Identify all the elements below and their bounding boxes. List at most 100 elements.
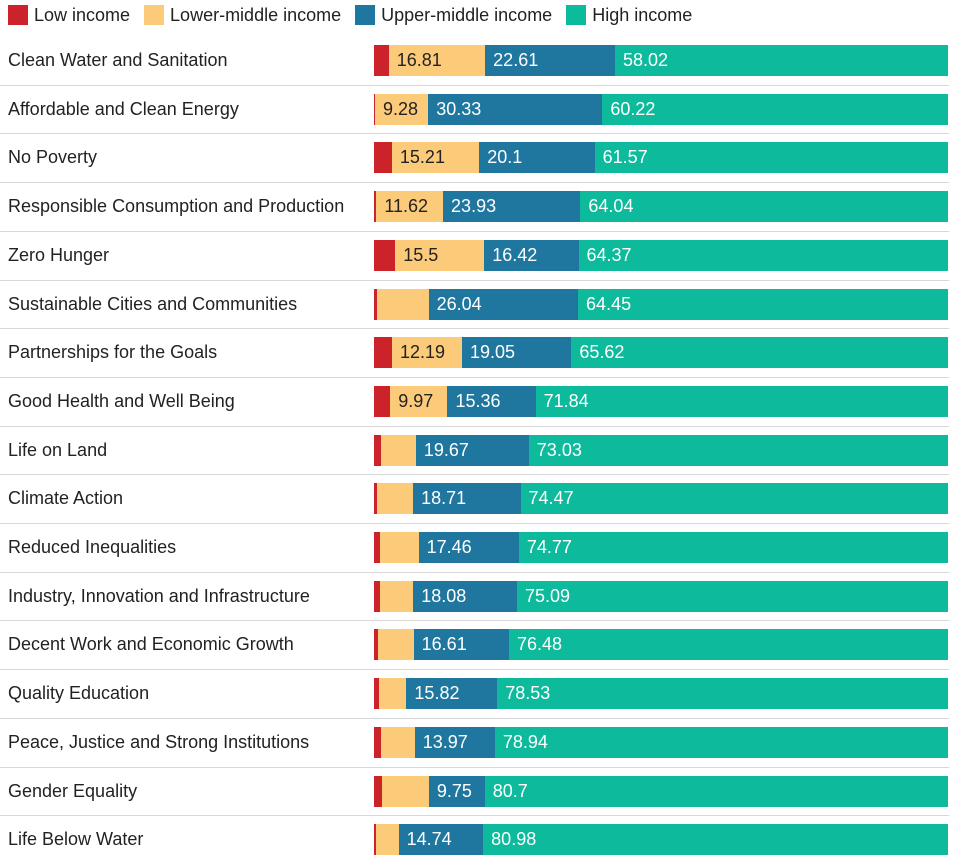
bar-segment-upper-middle-income bbox=[479, 142, 595, 174]
legend-label: Lower-middle income bbox=[170, 4, 342, 25]
bar-segment-high-income bbox=[528, 434, 948, 466]
category-label: Affordable and Clean Energy bbox=[8, 98, 239, 119]
data-label: 74.77 bbox=[526, 537, 572, 557]
data-label: 18.71 bbox=[421, 488, 467, 509]
row-divider bbox=[0, 376, 949, 378]
data-label: 61.57 bbox=[602, 147, 648, 168]
data-label: 9.97 bbox=[398, 390, 434, 411]
data-label: 14.74 bbox=[406, 829, 452, 850]
data-label: 15.21 bbox=[399, 147, 445, 168]
bar-segment-lower-middle-income bbox=[376, 191, 444, 223]
data-label: 15.36 bbox=[455, 390, 501, 411]
stacked-bar: 9.75 80.7 bbox=[374, 775, 948, 807]
data-label: 80.98 bbox=[491, 829, 537, 850]
data-label: 23.93 bbox=[451, 196, 497, 217]
category-label: Climate Action bbox=[8, 488, 124, 509]
bar-segment-high-income bbox=[494, 726, 948, 758]
data-label: 13.97 bbox=[422, 731, 468, 752]
data-label: 16.42 bbox=[492, 244, 538, 265]
bar-segment-lower-middle-income bbox=[391, 142, 480, 174]
category-label: Gender Equality bbox=[8, 780, 138, 801]
bar-segment-upper-middle-income bbox=[406, 678, 498, 710]
row-divider bbox=[0, 766, 949, 768]
row-divider bbox=[0, 84, 949, 86]
chart-row: Industry, Innovation and Infrastructure 1… bbox=[0, 571, 957, 621]
bar-segment-lower-middle-income bbox=[376, 824, 399, 856]
bar-segment-low-income bbox=[374, 191, 377, 223]
stacked-bar: 18.08 75.09 bbox=[374, 580, 948, 612]
bar-segment-high-income bbox=[594, 142, 948, 174]
data-label: 58.02 bbox=[622, 50, 668, 70]
bar-segment-upper-middle-income bbox=[461, 337, 572, 369]
stacked-bar: 18.71 74.47 bbox=[374, 483, 948, 515]
row-divider bbox=[0, 328, 949, 330]
bar-segment-high-income bbox=[602, 93, 948, 125]
data-label: 71.84 bbox=[543, 390, 589, 411]
stacked-bar: 17.46 74.77 bbox=[374, 532, 948, 563]
row-divider bbox=[0, 474, 949, 476]
row-divider bbox=[0, 815, 949, 817]
row-divider bbox=[0, 425, 949, 427]
stacked-bar: 12.19 19.05 65.62 bbox=[374, 337, 948, 369]
bar-segment-high-income bbox=[614, 45, 948, 76]
category-label: Partnerships for the Goals bbox=[8, 342, 218, 363]
bar-segment-low-income bbox=[374, 678, 380, 710]
bar-segment-upper-middle-income bbox=[415, 434, 529, 466]
bar-segment-lower-middle-income bbox=[388, 45, 486, 76]
row-divider bbox=[0, 279, 949, 281]
chart-row: Partnerships for the Goals 12.19 19.05 65.6… bbox=[0, 328, 957, 377]
bar-segment-low-income bbox=[374, 288, 378, 320]
data-label: 64.45 bbox=[586, 293, 632, 314]
category-label: Sustainable Cities and Communities bbox=[8, 293, 298, 314]
chart-row: Life on Land 19.67 73.03 bbox=[0, 425, 957, 475]
legend-swatch bbox=[144, 5, 165, 25]
chart-row: Responsible Consumption and Production 11… bbox=[0, 182, 957, 231]
row-divider bbox=[0, 620, 949, 622]
bar-segment-high-income bbox=[578, 288, 948, 320]
legend-swatch bbox=[566, 5, 587, 25]
bar-segment-low-income bbox=[374, 824, 377, 856]
category-label: Zero Hunger bbox=[8, 244, 110, 265]
stacked-bar: 26.04 64.45 bbox=[374, 288, 948, 320]
category-label: Industry, Innovation and Infrastructure bbox=[8, 585, 310, 606]
category-label: Responsible Consumption and Production bbox=[8, 196, 345, 217]
bar-segment-low-income bbox=[374, 580, 380, 612]
category-label: Peace, Justice and Strong Institutions bbox=[8, 731, 310, 752]
legend-item-2: Upper-middle income bbox=[355, 5, 552, 26]
data-label: 30.33 bbox=[436, 98, 482, 119]
data-label: 78.53 bbox=[505, 683, 551, 704]
data-label: 16.81 bbox=[396, 50, 442, 70]
chart-row: Zero Hunger 15.5 16.42 64.37 bbox=[0, 230, 957, 280]
chart-row: Climate Action 18.71 74.47 bbox=[0, 474, 957, 523]
chart-row: Sustainable Cities and Communities 26.04 6… bbox=[0, 279, 957, 329]
row-divider bbox=[0, 182, 949, 184]
bar-segment-upper-middle-income bbox=[413, 483, 521, 515]
category-label: Reduced Inequalities bbox=[8, 537, 177, 557]
bar-segment-low-income bbox=[374, 93, 375, 125]
bar-segment-low-income bbox=[374, 775, 383, 807]
stacked-bar: 13.97 78.94 bbox=[374, 726, 948, 758]
chart-row: Quality Education 15.82 78.53 bbox=[0, 669, 957, 718]
category-label: No Poverty bbox=[8, 147, 98, 168]
data-label: 9.28 bbox=[382, 98, 419, 119]
stacked-bar: 11.62 23.93 64.04 bbox=[374, 191, 948, 223]
chart-row: Clean Water and Sanitation 16.81 22.61 58.0… bbox=[0, 36, 957, 85]
bar-segment-low-income bbox=[374, 45, 389, 76]
chart-row: Reduced Inequalities 17.46 74.77 bbox=[0, 523, 957, 572]
bar-segment-lower-middle-income bbox=[390, 385, 448, 417]
data-label: 16.61 bbox=[421, 634, 467, 655]
row-divider bbox=[0, 133, 949, 135]
data-label: 64.37 bbox=[586, 244, 632, 265]
bar-segment-lower-middle-income bbox=[379, 678, 407, 710]
data-label: 19.05 bbox=[469, 342, 516, 363]
category-label: Life Below Water bbox=[8, 829, 144, 850]
bar-segment-upper-middle-income bbox=[428, 93, 603, 125]
row-divider bbox=[0, 571, 949, 573]
bar-segment-high-income bbox=[580, 191, 948, 223]
row-divider bbox=[0, 230, 949, 232]
stacked-bar: 19.67 73.03 bbox=[374, 434, 948, 466]
data-label: 78.94 bbox=[502, 731, 548, 752]
bar-segment-high-income bbox=[520, 483, 948, 515]
chart-row: Peace, Justice and Strong Institutions 13… bbox=[0, 717, 957, 767]
